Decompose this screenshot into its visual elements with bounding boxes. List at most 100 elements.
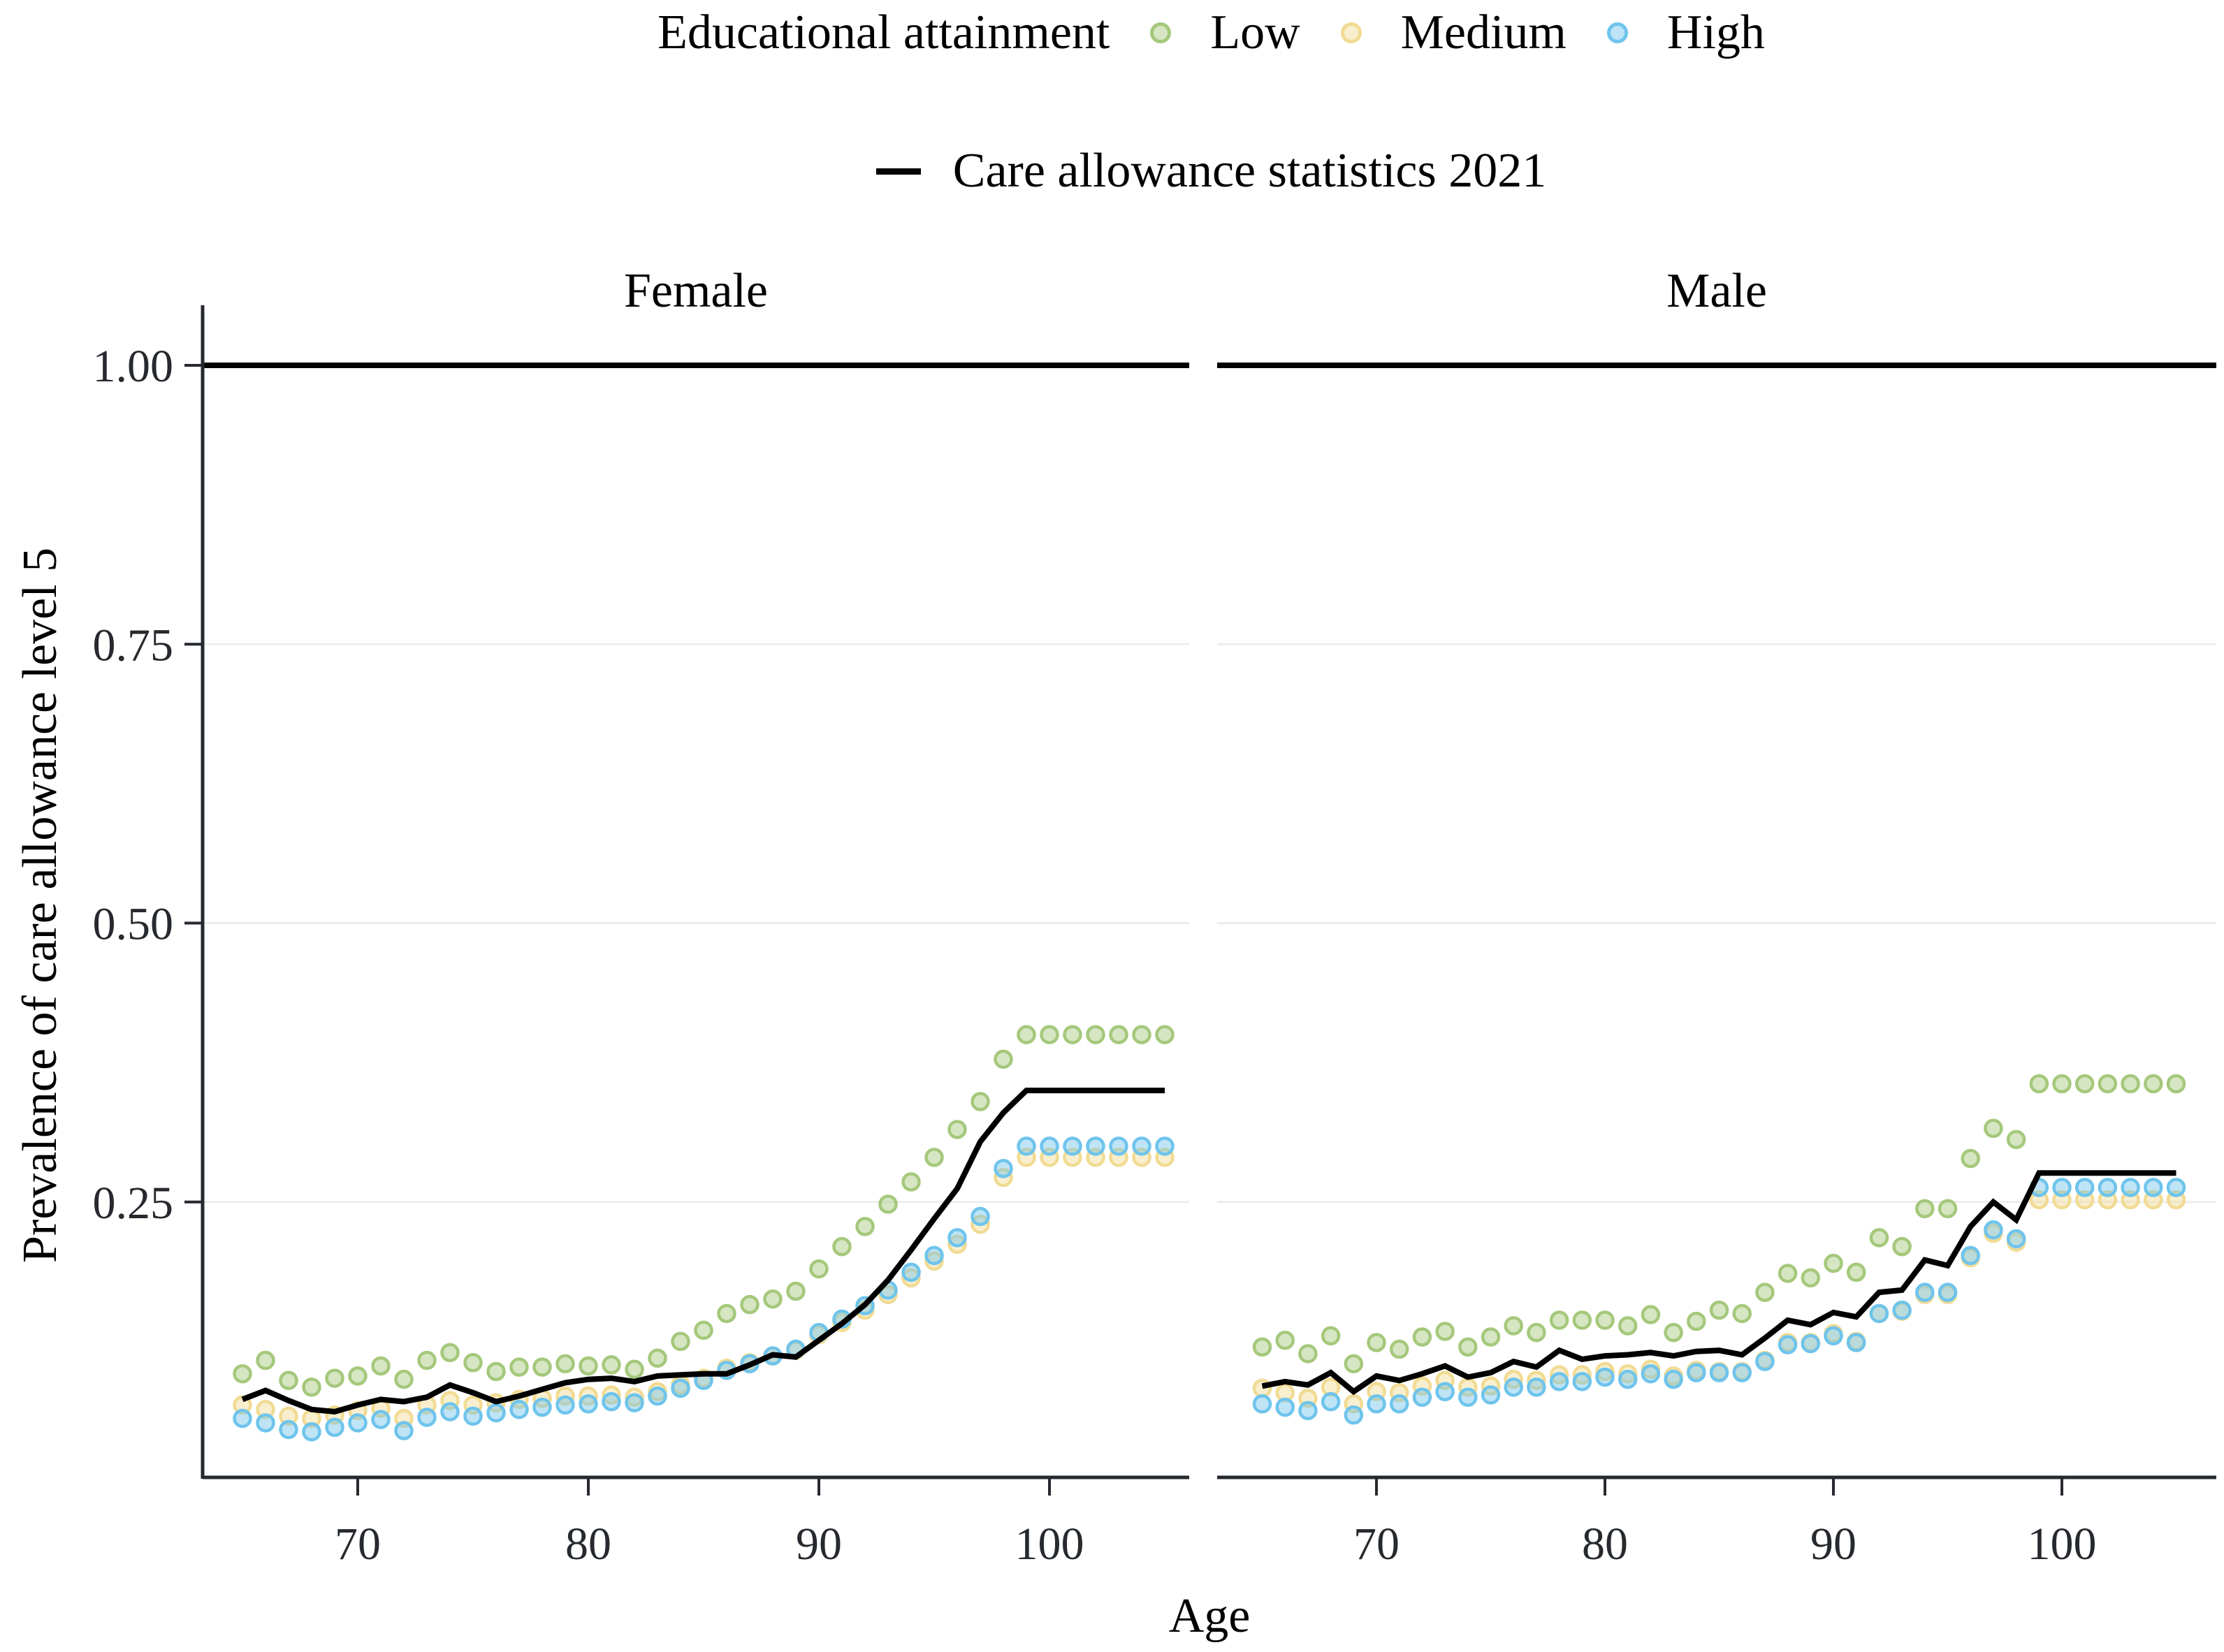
data-point [947,1120,967,1139]
medium-dot-icon [1340,22,1362,43]
data-point [2144,1178,2163,1197]
data-point [463,1352,483,1373]
data-point [1040,1136,1059,1156]
data-point [2121,1178,2140,1197]
data-point [2098,1178,2118,1197]
legend-item-high-label: High [1666,6,1765,59]
legend-care-allowance: Care allowance statistics 2021 [203,141,2220,201]
data-point [1504,1316,1523,1336]
data-point [2029,1074,2049,1094]
data-point [901,1268,921,1288]
data-point [855,1217,875,1236]
data-point [1435,1382,1455,1401]
data-point [233,1364,252,1384]
data-point [1367,1333,1386,1352]
data-point [1252,1337,1272,1357]
data-point [1824,1326,1843,1346]
data-point [2166,1178,2186,1197]
data-point [1595,1310,1615,1330]
data-point [694,1320,713,1340]
x-tick-label: 100 [2028,1519,2097,1570]
data-point [555,1354,575,1374]
data-point [440,1343,460,1363]
data-point [1527,1322,1546,1343]
data-point [1458,1387,1478,1407]
data-point [1984,1118,2003,1139]
facet-label-male: Male [1666,264,1767,318]
data-point [532,1397,552,1417]
legend-item-medium-label: Medium [1400,6,1567,59]
data-point [1709,1363,1729,1382]
data-point [325,1368,344,1388]
data-point [947,1228,967,1248]
x-axis-title: Age [1168,1589,1251,1643]
data-point [1915,1199,1935,1219]
data-point [1412,1387,1432,1407]
data-point [1275,1397,1295,1417]
data-point [1755,1352,1775,1371]
data-point [1109,1136,1128,1156]
dots-low [233,1025,1175,1397]
data-point [1801,1268,1821,1288]
data-point [2052,1178,2072,1197]
x-tick-label: 70 [335,1519,381,1570]
data-point [1344,1405,1364,1425]
data-point [302,1377,321,1397]
data-point [1527,1377,1546,1397]
data-point [371,1410,391,1429]
data-point [625,1393,644,1412]
data-point [555,1395,575,1415]
dots-high [1252,1178,2186,1425]
data-point [2074,1178,2095,1197]
data-point [1086,1136,1105,1156]
data-point [901,1262,921,1282]
data-point [440,1402,460,1421]
data-point [417,1408,437,1427]
data-point [740,1294,759,1315]
data-point [279,1419,298,1440]
data-point [1367,1394,1386,1414]
panel-female: 70 80 90 100 [203,363,1189,1570]
data-point [1549,1372,1569,1391]
data-point [994,1049,1013,1069]
data-point [256,1413,275,1433]
high-dot-icon [1606,22,1628,43]
y-axis: 0.25 0.50 0.75 1.00 [93,305,205,1479]
low-dot-icon [1150,22,1172,43]
dots-low [1252,1074,2186,1374]
data-point [786,1281,806,1301]
data-point [1063,1025,1082,1044]
dots-high [233,1136,1175,1442]
data-point [394,1421,414,1440]
data-point [1040,1025,1059,1044]
data-point [2052,1074,2072,1094]
data-point [1017,1025,1036,1044]
data-point [2006,1229,2026,1249]
data-point [2006,1130,2026,1150]
data-point [1481,1327,1501,1347]
legend-title: Educational attainment [657,6,1110,59]
data-point [532,1357,552,1377]
y-tick-label: 0.50 [93,899,174,950]
x-tick-label: 80 [565,1519,611,1570]
data-point [1109,1025,1128,1044]
data-point [1132,1136,1151,1156]
legend-item-medium: Medium [1340,3,1567,63]
data-point [2098,1074,2118,1094]
data-point [602,1391,621,1412]
data-point [1938,1282,1958,1302]
data-point [1344,1354,1364,1374]
data-point [486,1361,506,1382]
data-point [671,1331,690,1352]
data-point [1709,1300,1729,1320]
data-point [509,1357,529,1377]
data-point [1481,1385,1501,1405]
data-point [1252,1394,1272,1414]
data-point [1801,1333,1821,1354]
data-point [1017,1136,1036,1156]
data-point [1389,1339,1409,1359]
data-point [1618,1316,1638,1336]
data-point [1824,1253,1843,1273]
facet-label-female: Female [623,264,769,318]
